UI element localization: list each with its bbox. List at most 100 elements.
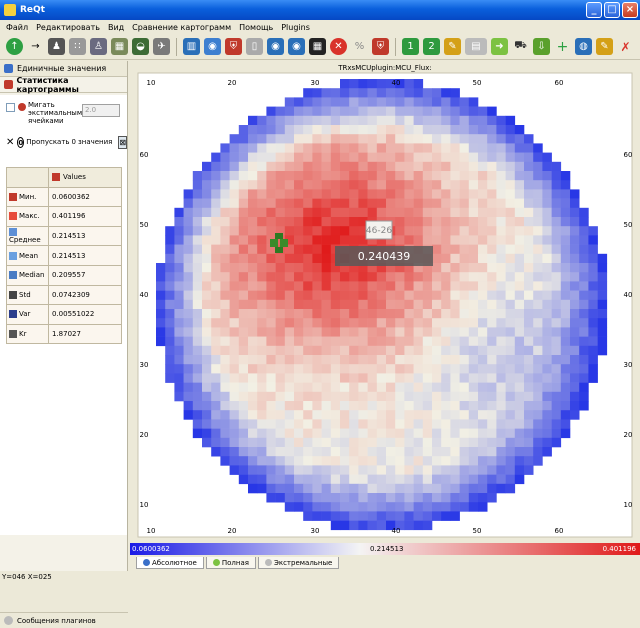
map-cell[interactable] — [386, 345, 396, 356]
map-cell[interactable] — [165, 272, 175, 282]
map-cell[interactable] — [211, 428, 221, 439]
map-cell[interactable] — [386, 410, 396, 420]
map-cell[interactable] — [358, 520, 368, 531]
map-cell[interactable] — [505, 336, 516, 347]
map-cell[interactable] — [496, 272, 506, 282]
map-cell[interactable] — [321, 364, 332, 374]
map-cell[interactable] — [514, 437, 525, 448]
map-cell[interactable] — [432, 253, 442, 264]
map-cell[interactable] — [579, 345, 589, 356]
map-cell[interactable] — [450, 253, 460, 264]
map-cell[interactable] — [358, 382, 368, 393]
map-cell[interactable] — [220, 207, 230, 218]
map-cell[interactable] — [597, 309, 608, 319]
map-cell[interactable] — [560, 355, 571, 365]
map-cell[interactable] — [395, 419, 405, 429]
map-cell[interactable] — [294, 299, 304, 310]
map-cell[interactable] — [174, 263, 184, 273]
map-cell[interactable] — [174, 391, 184, 402]
map-cell[interactable] — [422, 364, 433, 374]
map-cell[interactable] — [248, 152, 258, 163]
map-cell[interactable] — [560, 180, 571, 190]
map-cell[interactable] — [294, 106, 304, 117]
map-cell[interactable] — [450, 281, 460, 291]
map-cell[interactable] — [275, 171, 286, 181]
map-cell[interactable] — [441, 171, 451, 181]
map-cell[interactable] — [367, 125, 378, 135]
map-cell[interactable] — [156, 272, 166, 282]
map-cell[interactable] — [588, 253, 598, 264]
map-cell[interactable] — [294, 401, 304, 411]
map-cell[interactable] — [376, 281, 387, 291]
map-cell[interactable] — [275, 483, 286, 494]
map-cell[interactable] — [496, 281, 506, 291]
map-cell[interactable] — [202, 336, 212, 347]
map-cell[interactable] — [257, 244, 267, 255]
map-cell[interactable] — [533, 189, 543, 199]
map-cell[interactable] — [505, 115, 516, 126]
map-cell[interactable] — [376, 180, 387, 190]
map-cell[interactable] — [165, 226, 175, 236]
map-cell[interactable] — [358, 327, 368, 337]
map-cell[interactable] — [330, 115, 341, 126]
map-cell[interactable] — [349, 88, 359, 98]
map-cell[interactable] — [459, 373, 470, 383]
map-cell[interactable] — [257, 456, 267, 466]
map-cell[interactable] — [229, 272, 240, 282]
map-cell[interactable] — [542, 355, 552, 365]
map-cell[interactable] — [432, 428, 442, 439]
map-cell[interactable] — [376, 382, 387, 393]
map-cell[interactable] — [478, 263, 488, 273]
map-cell[interactable] — [432, 382, 442, 393]
map-cell[interactable] — [257, 382, 267, 393]
map-cell[interactable] — [441, 502, 451, 512]
map-cell[interactable] — [321, 391, 332, 402]
map-cell[interactable] — [422, 391, 433, 402]
map-cell[interactable] — [284, 419, 295, 429]
map-cell[interactable] — [579, 226, 589, 236]
map-cell[interactable] — [257, 345, 267, 356]
map-cell[interactable] — [340, 263, 350, 273]
map-cell[interactable] — [238, 207, 249, 218]
map-cell[interactable] — [367, 391, 378, 402]
map-cell[interactable] — [156, 299, 166, 310]
map-cell[interactable] — [229, 189, 240, 199]
map-cell[interactable] — [533, 152, 543, 163]
map-cell[interactable] — [478, 456, 488, 466]
map-cell[interactable] — [284, 401, 295, 411]
map-cell[interactable] — [524, 336, 534, 347]
map-cell[interactable] — [349, 502, 359, 512]
map-cell[interactable] — [579, 364, 589, 374]
map-cell[interactable] — [422, 97, 433, 107]
map-cell[interactable] — [183, 327, 194, 337]
map-cell[interactable] — [450, 143, 460, 153]
map-cell[interactable] — [570, 299, 580, 310]
map-cell[interactable] — [303, 106, 313, 117]
map-cell[interactable] — [441, 88, 451, 98]
map-cell[interactable] — [468, 401, 479, 411]
map-cell[interactable] — [248, 437, 258, 448]
map-cell[interactable] — [238, 189, 249, 199]
map-cell[interactable] — [275, 345, 286, 356]
map-cell[interactable] — [229, 281, 240, 291]
map-cell[interactable] — [229, 217, 240, 227]
map-cell[interactable] — [432, 401, 442, 411]
map-cell[interactable] — [514, 447, 525, 457]
map-cell[interactable] — [496, 244, 506, 255]
map-cell[interactable] — [487, 437, 497, 448]
map-cell[interactable] — [441, 253, 451, 264]
map-cell[interactable] — [478, 419, 488, 429]
map-cell[interactable] — [294, 290, 304, 301]
map-cell[interactable] — [220, 253, 230, 264]
map-cell[interactable] — [248, 263, 258, 273]
map-cell[interactable] — [321, 345, 332, 356]
map-cell[interactable] — [588, 263, 598, 273]
map-cell[interactable] — [496, 391, 506, 402]
map-cell[interactable] — [468, 382, 479, 393]
map-cell[interactable] — [432, 106, 442, 117]
map-cell[interactable] — [441, 382, 451, 393]
map-cell[interactable] — [551, 428, 562, 439]
map-cell[interactable] — [478, 226, 488, 236]
map-cell[interactable] — [533, 382, 543, 393]
map-cell[interactable] — [238, 318, 249, 328]
